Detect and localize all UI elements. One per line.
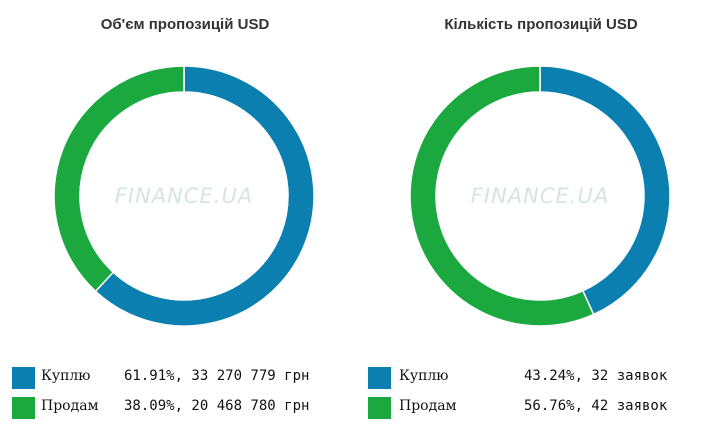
legend-value: 38.09%, 20 468 780 грн: [124, 398, 310, 414]
legend: Куплю 43.24%, 32 заявок Продам 56.76%, 4…: [368, 364, 698, 424]
volume-chart: Об'єм пропозицій USD FINANCE.UA Куплю 61…: [12, 16, 342, 424]
legend-swatch-buy: [368, 367, 391, 389]
legend-item-sell: Продам 56.76%, 42 заявок: [368, 394, 698, 424]
count-chart: Кількість пропозицій USD FINANCE.UA Купл…: [356, 0, 716, 440]
legend-label: Продам: [41, 398, 99, 414]
watermark: FINANCE.UA: [471, 184, 609, 208]
watermark: FINANCE.UA: [115, 184, 253, 208]
legend-value: 61.91%, 33 270 779 грн: [124, 368, 310, 384]
legend-swatch-buy: [12, 367, 35, 389]
slice-sell: [409, 65, 595, 327]
legend-swatch-sell: [368, 397, 391, 419]
legend-item-buy: Куплю 61.91%, 33 270 779 грн: [12, 364, 342, 394]
donut-chart: FINANCE.UA: [409, 65, 671, 327]
donut-chart: FINANCE.UA: [53, 65, 315, 327]
legend-label: Куплю: [399, 368, 449, 384]
slice-buy: [94, 65, 315, 327]
legend-swatch-sell: [12, 397, 35, 419]
slice-sell: [53, 65, 185, 293]
legend-value: 56.76%, 42 заявок: [524, 398, 668, 414]
legend-label: Куплю: [41, 368, 91, 384]
legend-item-sell: Продам 38.09%, 20 468 780 грн: [12, 394, 342, 424]
chart-title: Об'єм пропозицій USD: [100, 16, 270, 33]
legend-item-buy: Куплю 43.24%, 32 заявок: [368, 364, 698, 394]
legend-label: Продам: [399, 398, 457, 414]
chart-title: Кількість пропозицій USD: [444, 16, 638, 33]
legend-value: 43.24%, 32 заявок: [524, 368, 668, 384]
legend: Куплю 61.91%, 33 270 779 грн Продам 38.0…: [12, 364, 342, 424]
